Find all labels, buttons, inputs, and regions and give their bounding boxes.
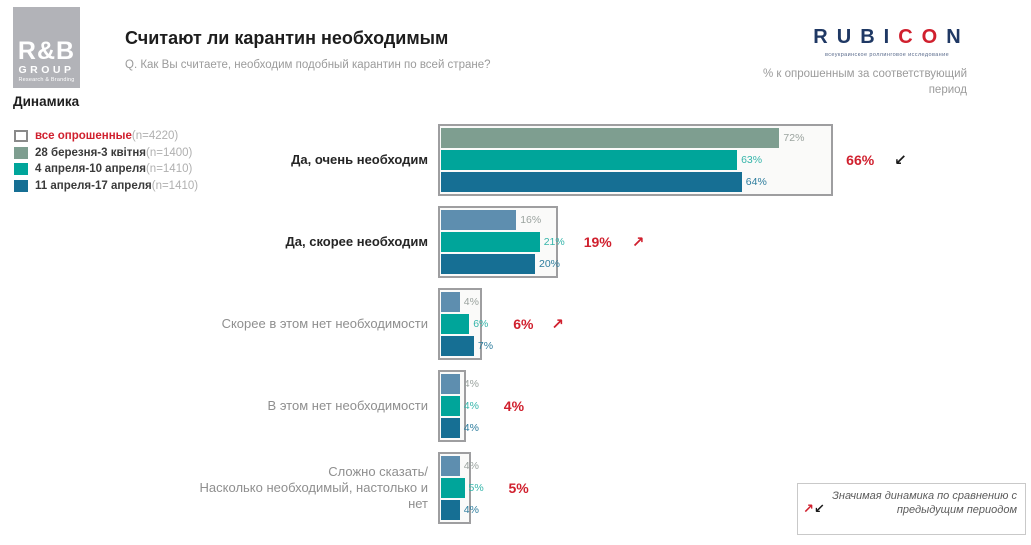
category-label: Да, скорее необходим: [285, 233, 429, 249]
bar-value-label: 4%: [463, 378, 479, 390]
logo-text-rb: R&B: [17, 37, 76, 65]
legend-item-period-3: 11 апреля-17 апреля (n=1410): [14, 178, 198, 195]
bar-series-0: [441, 374, 460, 394]
legend: все опрошенные (n=4220) 28 березня-3 кві…: [14, 128, 198, 194]
bar-series-0: [441, 210, 517, 230]
legend-item-period-2: 4 апреля-10 апреля (n=1410): [14, 161, 198, 178]
up-trend-arrow-icon: ↗: [551, 316, 564, 333]
rubicon-letter: C: [898, 26, 913, 48]
bar-value-label: 16%: [520, 214, 542, 226]
significance-note-text: Значимая динамика по сравнению с предыду…: [832, 490, 1017, 517]
overall-total-value: 4%: [503, 398, 525, 414]
bar-series-2: [441, 254, 535, 274]
rubicon-letter: O: [921, 26, 938, 48]
significance-note-box: ↗ ↙ Значимая динамика по сравнению с пре…: [797, 483, 1026, 535]
bar-series-1: [441, 314, 470, 334]
rubicon-letter: U: [836, 26, 852, 48]
bar-value-label: 20%: [539, 258, 561, 270]
bar-series-0: [441, 128, 780, 148]
bar-series-1: [441, 232, 540, 252]
bar-value-label: 7%: [477, 340, 494, 352]
overall-total-value: 19%: [583, 234, 612, 250]
rubicon-letter: N: [946, 26, 961, 48]
bar-series-2: [441, 172, 742, 192]
rubicon-logo-tagline: всеукраинское роллинговое исследование: [824, 52, 950, 58]
legend-item-period-1: 28 березня-3 квітня (n=1400): [14, 145, 198, 162]
bar-value-label: 4%: [463, 504, 479, 516]
bar-value-label: 72%: [783, 132, 805, 144]
bar-value-label: 4%: [463, 460, 479, 472]
legend-item-label: 4 апреля-10 апреля: [35, 163, 146, 176]
up-trend-arrow-icon: ↗: [803, 501, 814, 516]
legend-swatch-icon: [14, 146, 28, 159]
bar-value-label: 4%: [463, 296, 479, 308]
bar-value-label: 63%: [741, 154, 763, 166]
bar-series-1: [441, 396, 460, 416]
bar-series-0: [441, 292, 460, 312]
legend-item-count: (n=1400): [146, 146, 193, 159]
legend-item-count: (n=1410): [151, 179, 199, 192]
legend-item-label: 28 березня-3 квітня: [35, 146, 147, 159]
page-title: Считают ли карантин необходимым: [125, 28, 449, 48]
legend-item-label: 11 апреля-17 апреля: [35, 179, 152, 192]
legend-swatch-icon: [14, 130, 28, 143]
legend-item-count: (n=4220): [131, 130, 179, 143]
bar-series-0: [441, 456, 460, 476]
bar-value-label: 64%: [745, 176, 767, 188]
overall-total-value: 66%: [846, 152, 875, 168]
rubicon-letter: B: [860, 26, 875, 48]
bar-series-1: [441, 150, 738, 170]
category-label: Скорее в этом нет необходимости: [221, 315, 428, 331]
bar-series-2: [441, 336, 474, 356]
overall-total-value: 5%: [508, 480, 529, 496]
legend-item-label: все опрошенные: [35, 130, 132, 143]
section-label-dynamics: Динамика: [13, 94, 80, 109]
base-note: % к опрошенным за соответствующий период: [763, 68, 967, 96]
bar-value-label: 21%: [543, 236, 565, 248]
legend-item-all-respondents: все опрошенные (n=4220): [14, 128, 198, 145]
logo-text-research-branding: Research & Branding: [18, 77, 75, 84]
bar-value-label: 6%: [473, 318, 489, 330]
bar-value-label: 4%: [463, 400, 479, 412]
legend-item-count: (n=1410): [145, 163, 193, 176]
legend-swatch-icon: [14, 179, 28, 192]
bar-series-2: [441, 500, 460, 520]
logo-text-group: GROUP: [18, 64, 75, 76]
bar-value-label: 5%: [468, 482, 484, 494]
bar-series-2: [441, 418, 460, 438]
up-trend-arrow-icon: ↗: [631, 234, 645, 251]
down-trend-arrow-icon: ↙: [814, 501, 825, 516]
overall-total-value: 6%: [513, 316, 534, 332]
rubicon-letter: R: [813, 26, 828, 48]
rubicon-letter: I: [883, 26, 890, 48]
bar-series-1: [441, 478, 465, 498]
rb-group-logo: R&B GROUP Research & Branding: [13, 7, 80, 88]
bar-value-label: 4%: [463, 422, 479, 434]
category-label: Да, очень необходим: [291, 151, 428, 167]
category-label: В этом нет необходимости: [267, 397, 428, 413]
down-trend-arrow-icon: ↙: [894, 152, 907, 169]
question-subtitle: Q. Как Вы считаете, необходим подобный к…: [125, 59, 491, 71]
category-label: Сложно сказать/Насколько необходимый, на…: [199, 463, 428, 512]
legend-swatch-icon: [14, 163, 28, 176]
